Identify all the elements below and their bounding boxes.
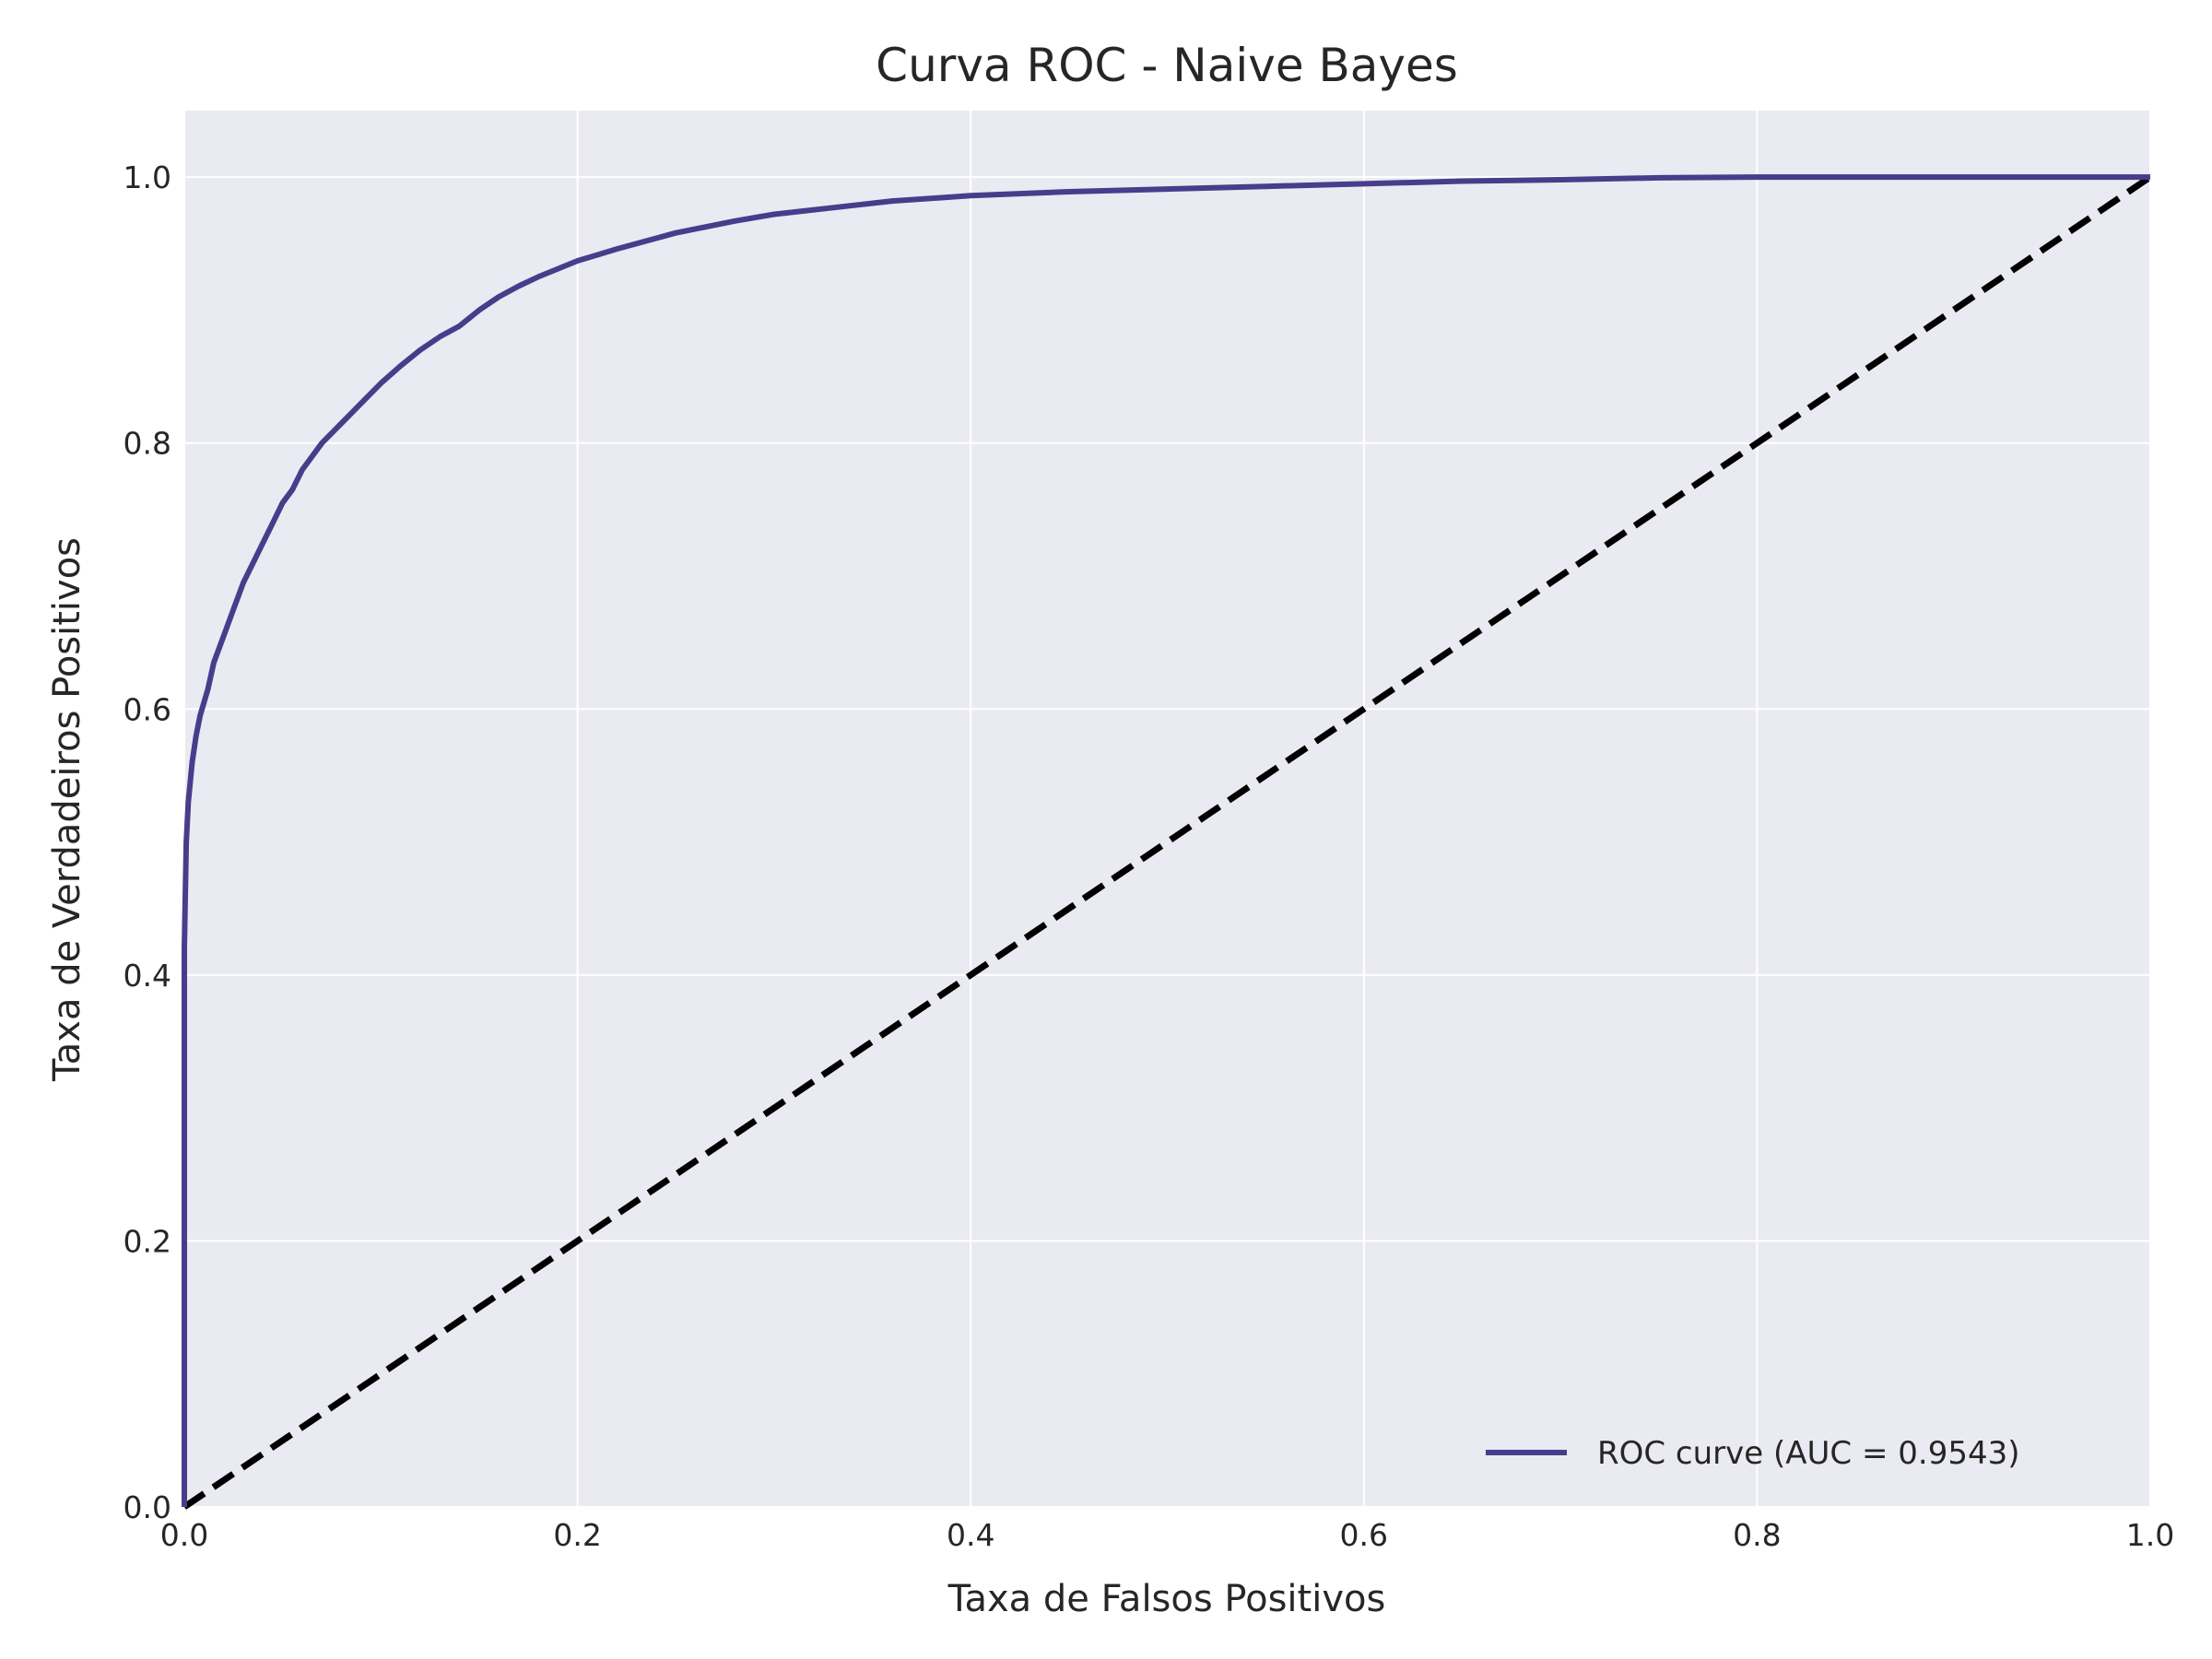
y-tick-label: 0.8 (124, 426, 171, 462)
plot-background (184, 111, 2150, 1507)
roc-curve-line (182, 174, 2150, 1507)
y-axis-label: Taxa de Verdadeiros Positivos (46, 537, 88, 1082)
x-tick-label: 0.0 (160, 1517, 208, 1553)
tick-labels: 0.0 0.2 0.4 0.6 0.8 1.0 0.0 0.2 0.4 0.6 0.8 1.0 (124, 159, 2175, 1553)
x-tick-label: 0.4 (947, 1517, 994, 1553)
y-tick-label: 1.0 (124, 159, 171, 195)
x-tick-label: 1.0 (2126, 1517, 2174, 1553)
chart-title: Curva ROC - Naive Bayes (876, 39, 1458, 92)
y-tick-label: 0.2 (124, 1223, 171, 1259)
legend: ROC curve (AUC = 0.9543) (1486, 1435, 2020, 1472)
y-tick-label: 0.6 (124, 691, 171, 727)
y-tick-label: 0.0 (124, 1489, 171, 1525)
x-tick-label: 0.2 (553, 1517, 601, 1553)
x-tick-label: 0.8 (1733, 1517, 1781, 1553)
x-axis-label: Taxa de Falsos Positivos (947, 1578, 1386, 1620)
legend-label: ROC curve (AUC = 0.9543) (1597, 1435, 2020, 1472)
y-tick-label: 0.4 (124, 958, 171, 994)
x-tick-label: 0.6 (1340, 1517, 1388, 1553)
series-layer (182, 174, 2152, 1510)
grid (183, 111, 2151, 1508)
random-classifier-diagonal-line (182, 174, 2152, 1510)
